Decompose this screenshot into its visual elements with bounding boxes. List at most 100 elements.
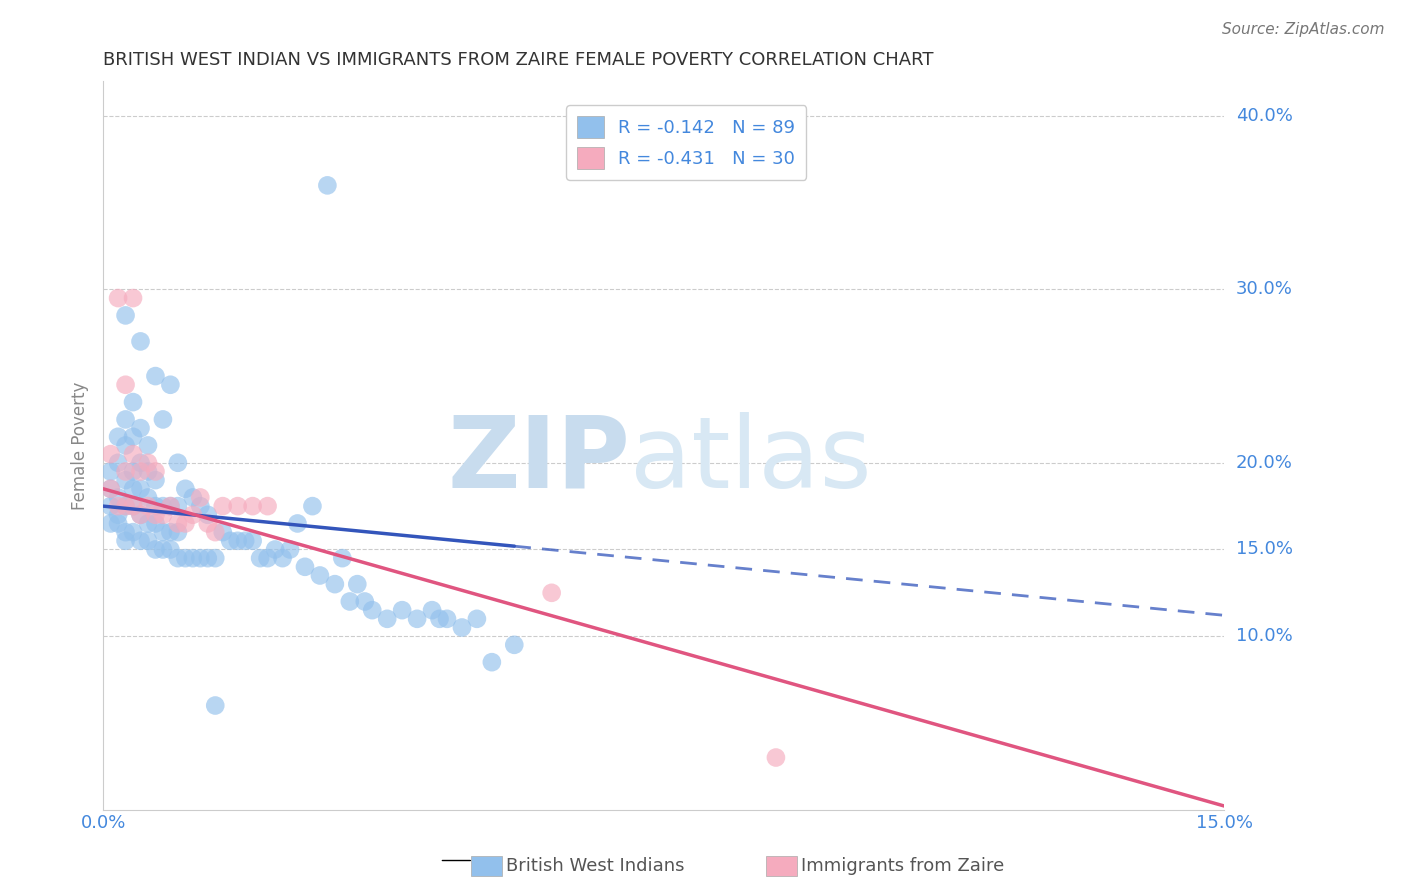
Point: [429, 612, 451, 626]
Point: [107, 516, 129, 531]
Point: [226, 499, 249, 513]
Point: [136, 516, 159, 531]
Point: [503, 638, 526, 652]
Text: 15.0%: 15.0%: [1236, 541, 1292, 558]
Point: [122, 447, 145, 461]
Point: [152, 542, 174, 557]
Point: [129, 533, 152, 548]
Point: [465, 612, 488, 626]
Point: [145, 508, 167, 522]
Point: [309, 568, 332, 582]
Point: [167, 525, 190, 540]
Point: [114, 525, 136, 540]
Point: [152, 508, 174, 522]
Point: [107, 430, 129, 444]
Point: [122, 291, 145, 305]
Point: [145, 473, 167, 487]
Point: [107, 508, 129, 522]
Point: [152, 499, 174, 513]
Point: [136, 438, 159, 452]
Point: [765, 750, 787, 764]
Text: 20.0%: 20.0%: [1236, 454, 1292, 472]
Point: [330, 551, 353, 566]
Point: [219, 533, 242, 548]
Text: BRITISH WEST INDIAN VS IMMIGRANTS FROM ZAIRE FEMALE POVERTY CORRELATION CHART: BRITISH WEST INDIAN VS IMMIGRANTS FROM Z…: [103, 51, 934, 69]
Point: [100, 499, 122, 513]
Text: Immigrants from Zaire: Immigrants from Zaire: [801, 857, 1005, 875]
Text: 30.0%: 30.0%: [1236, 280, 1292, 299]
Point: [451, 620, 474, 634]
Point: [114, 412, 136, 426]
Point: [114, 465, 136, 479]
Text: 40.0%: 40.0%: [1236, 107, 1292, 125]
Point: [145, 499, 167, 513]
Point: [129, 508, 152, 522]
Point: [129, 421, 152, 435]
Point: [129, 482, 152, 496]
Point: [122, 499, 145, 513]
Point: [145, 516, 167, 531]
Point: [159, 542, 181, 557]
Point: [145, 369, 167, 384]
Point: [167, 551, 190, 566]
Point: [159, 499, 181, 513]
Point: [167, 516, 190, 531]
Point: [136, 491, 159, 505]
Point: [353, 594, 375, 608]
Text: 10.0%: 10.0%: [1236, 627, 1292, 645]
Point: [136, 465, 159, 479]
Point: [122, 482, 145, 496]
Point: [174, 516, 197, 531]
Point: [249, 551, 271, 566]
Point: [107, 291, 129, 305]
Point: [256, 551, 278, 566]
Point: [391, 603, 413, 617]
Point: [107, 456, 129, 470]
Point: [181, 551, 204, 566]
Point: [107, 499, 129, 513]
Point: [278, 542, 301, 557]
Point: [406, 612, 429, 626]
Point: [114, 377, 136, 392]
Y-axis label: Female Poverty: Female Poverty: [72, 381, 89, 509]
Point: [167, 456, 190, 470]
Point: [436, 612, 458, 626]
Point: [256, 499, 278, 513]
Point: [129, 456, 152, 470]
Point: [174, 551, 197, 566]
Point: [264, 542, 287, 557]
Point: [114, 309, 136, 323]
Point: [346, 577, 368, 591]
Point: [204, 525, 226, 540]
Point: [145, 542, 167, 557]
Point: [107, 491, 129, 505]
Point: [152, 525, 174, 540]
Point: [242, 499, 264, 513]
Point: [122, 430, 145, 444]
Point: [301, 499, 323, 513]
Point: [114, 499, 136, 513]
Point: [114, 499, 136, 513]
Point: [129, 334, 152, 349]
Point: [211, 499, 233, 513]
Point: [152, 412, 174, 426]
Point: [114, 473, 136, 487]
Text: Source: ZipAtlas.com: Source: ZipAtlas.com: [1222, 22, 1385, 37]
Point: [188, 491, 211, 505]
Point: [159, 499, 181, 513]
Point: [188, 499, 211, 513]
Point: [100, 465, 122, 479]
Text: British West Indians: British West Indians: [506, 857, 685, 875]
Point: [129, 508, 152, 522]
Point: [197, 551, 219, 566]
Point: [323, 577, 346, 591]
Point: [122, 525, 145, 540]
Point: [197, 516, 219, 531]
Point: [159, 377, 181, 392]
Point: [136, 456, 159, 470]
Point: [122, 465, 145, 479]
Point: [375, 612, 398, 626]
Point: [481, 655, 503, 669]
Point: [361, 603, 384, 617]
Legend: R = -0.142   N = 89, R = -0.431   N = 30: R = -0.142 N = 89, R = -0.431 N = 30: [567, 105, 806, 179]
